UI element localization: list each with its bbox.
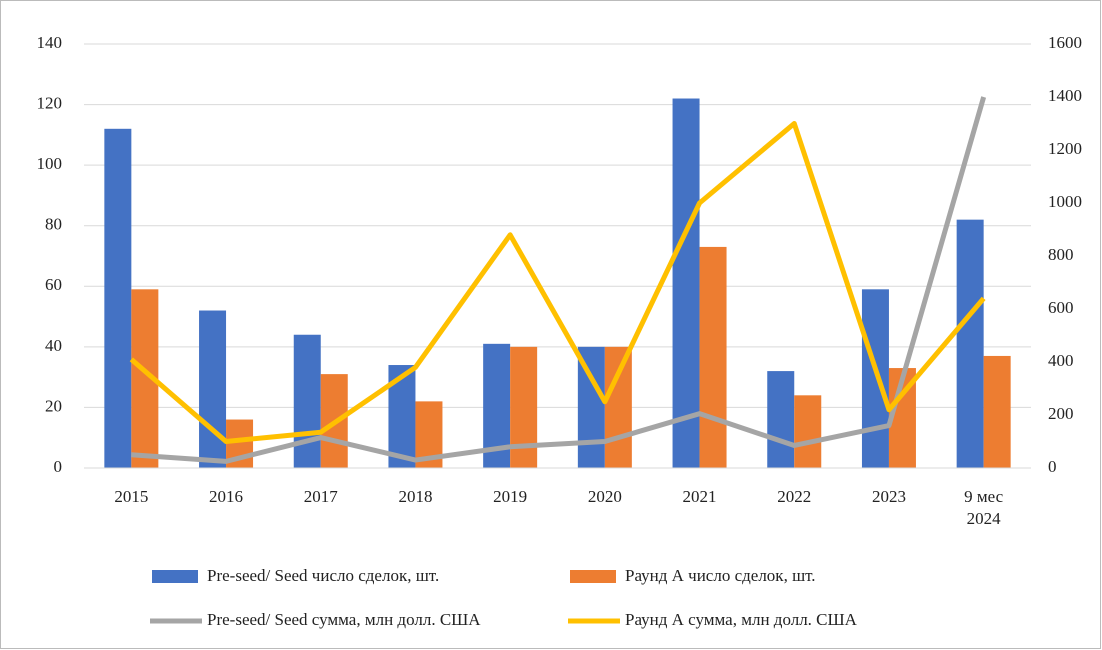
y2-tick-label: 0 bbox=[1048, 457, 1057, 476]
x-tick-label: 2016 bbox=[209, 487, 244, 506]
bar bbox=[104, 128, 132, 469]
y-tick-label: 80 bbox=[45, 215, 62, 234]
y2-tick-label: 800 bbox=[1048, 245, 1074, 264]
line-series bbox=[131, 96, 987, 464]
y-tick-label: 20 bbox=[45, 396, 62, 415]
bar bbox=[672, 98, 700, 468]
bar bbox=[861, 289, 889, 468]
x-tick-label: 2015 bbox=[114, 487, 149, 506]
bar bbox=[767, 371, 795, 468]
legend-label: Pre-seed/ Seed число сделок, шт. bbox=[207, 566, 439, 585]
bar bbox=[956, 219, 984, 468]
legend-swatch bbox=[152, 570, 198, 583]
y2-tick-label: 1600 bbox=[1048, 33, 1082, 52]
y-tick-label: 60 bbox=[45, 275, 62, 294]
x-tick-label: 2023 bbox=[871, 487, 906, 506]
bar bbox=[604, 346, 632, 468]
x-tick-label: 2017 bbox=[303, 487, 338, 506]
y-tick-label: 140 bbox=[37, 33, 63, 52]
y-tick-label: 100 bbox=[37, 154, 63, 173]
bar bbox=[199, 310, 227, 468]
y2-tick-label: 400 bbox=[1048, 351, 1074, 370]
bar bbox=[794, 395, 822, 468]
y2-tick-label: 1200 bbox=[1048, 139, 1082, 158]
bar bbox=[699, 246, 727, 468]
x-tick-label: 2021 bbox=[682, 487, 717, 506]
legend-label: Раунд А сумма, млн долл. США bbox=[625, 610, 858, 629]
y2-tick-label: 1000 bbox=[1048, 192, 1082, 211]
y2-tick-label: 200 bbox=[1048, 404, 1074, 423]
legend-label: Раунд А число сделок, шт. bbox=[625, 566, 816, 585]
x-tick-label: 2019 bbox=[493, 487, 528, 506]
y-tick-label: 40 bbox=[45, 336, 62, 355]
bar bbox=[983, 355, 1011, 468]
y2-tick-label: 600 bbox=[1048, 298, 1074, 317]
x-tick-label: 2018 bbox=[398, 487, 433, 506]
x-tick-label: 9 мес 2024 bbox=[964, 487, 1004, 528]
bar bbox=[293, 334, 321, 468]
x-tick-label: 2020 bbox=[587, 487, 622, 506]
legend-label: Pre-seed/ Seed сумма, млн долл. США bbox=[207, 610, 481, 629]
y-tick-label: 0 bbox=[54, 457, 63, 476]
line-series bbox=[129, 121, 986, 444]
y-tick-label: 120 bbox=[37, 93, 63, 112]
x-tick-label: 2022 bbox=[777, 487, 812, 506]
legend-swatch bbox=[570, 570, 616, 583]
bar bbox=[510, 346, 538, 468]
y2-tick-label: 1400 bbox=[1048, 86, 1082, 105]
